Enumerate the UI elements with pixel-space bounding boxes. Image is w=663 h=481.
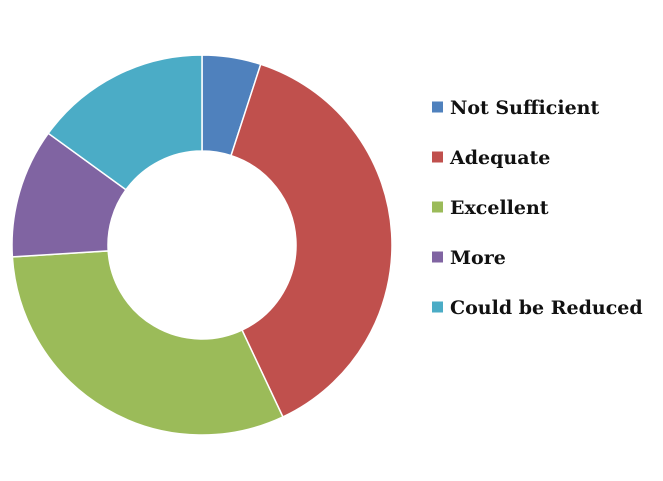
legend: Not Sufficient Adequate Excellent More Could… (432, 97, 643, 319)
slice-excellent (11, 250, 284, 436)
legend-label-could-be-reduced: Could be Reduced (450, 297, 643, 319)
legend-swatch-excellent (432, 201, 443, 213)
legend-swatch-could-be-reduced (432, 301, 443, 313)
slice-adequate (230, 63, 393, 418)
legend-swatch-adequate (432, 151, 443, 163)
legend-label-excellent: Excellent (450, 197, 549, 219)
legend-swatch-more (432, 251, 443, 263)
legend-label-not-sufficient: Not Sufficient (450, 97, 599, 119)
slice-could-be-reduced (47, 54, 203, 191)
donut-slices (11, 54, 393, 436)
legend-label-adequate: Adequate (449, 147, 550, 169)
legend-label-more: More (450, 247, 506, 269)
legend-swatch-not-sufficient (432, 101, 443, 113)
